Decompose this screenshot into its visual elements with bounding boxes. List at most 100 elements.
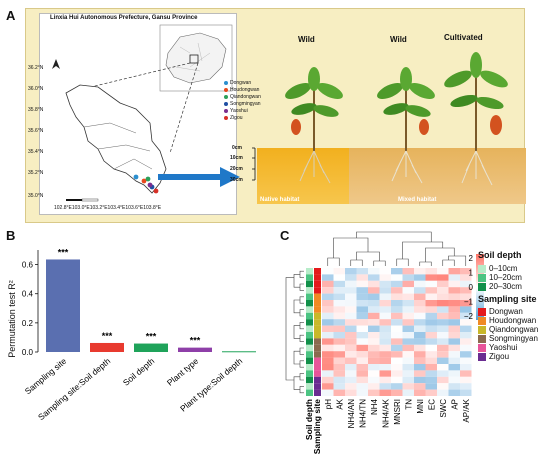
column-label: EC [427, 399, 436, 410]
heatmap-cell [345, 268, 357, 275]
heatmap-cell [460, 312, 472, 320]
dendrogram-branch [293, 376, 300, 390]
heatmap-cell [460, 383, 472, 390]
soil-depth-annotation [306, 332, 313, 339]
heatmap-cell [391, 293, 403, 300]
heatmap-cell [356, 389, 368, 396]
sampling-site-annotation [314, 274, 321, 281]
legend-swatch [478, 352, 486, 361]
heatmap-cell [460, 325, 472, 332]
dendrogram-branch [327, 257, 340, 266]
heatmap-cell [448, 300, 460, 307]
dendrogram-branch [299, 386, 304, 394]
heatmap-cell [345, 319, 357, 326]
dendrogram-branch [396, 258, 409, 266]
heatmap-cell [437, 312, 449, 320]
heatmap-cell [402, 389, 414, 396]
column-label: AP/AK [462, 398, 471, 422]
heatmap-cell [460, 357, 472, 364]
legend-dot [224, 94, 228, 99]
column-label: AK [335, 398, 344, 409]
heatmap-cell [333, 319, 345, 326]
heatmap-cell [414, 383, 426, 390]
heatmap-cell [402, 300, 414, 307]
heatmap-cell [402, 383, 414, 390]
heatmap-cell [402, 287, 414, 294]
heatmap-cell [322, 300, 334, 307]
heatmap-cell [333, 306, 345, 313]
heatmap-cell [356, 274, 368, 281]
sampling-site-annotation [314, 325, 321, 332]
soil-depth-annotation [306, 338, 313, 345]
site-legend-item: Qiandongwan [224, 93, 261, 100]
column-label: pH [324, 399, 333, 409]
heatmap-cell [402, 344, 414, 352]
mixed-soil [349, 148, 526, 204]
legend-swatch [478, 343, 486, 352]
heatmap-cell [356, 306, 368, 313]
heatmap-cell [356, 293, 368, 300]
sampling-site-annotation [314, 357, 321, 364]
heatmap-cell [414, 293, 426, 300]
x-tick-label: Soil depth [121, 356, 157, 388]
heatmap-cell [368, 319, 380, 326]
site-legend-item: Yaoshui [224, 107, 261, 114]
county-lines [83, 122, 153, 170]
heatmap-cell [345, 383, 357, 390]
heatmap-cell [425, 376, 437, 384]
lat-tick: 36.0°N [28, 86, 44, 92]
soil-depth-annotation [306, 306, 313, 313]
sampling-site-annotation [314, 389, 321, 396]
depth-label: 20cm [230, 166, 243, 172]
heatmap-cell [333, 325, 345, 332]
heatmap-cell [356, 287, 368, 294]
sampling-site-annotation [314, 332, 321, 339]
soil-depth-annotation [306, 376, 313, 384]
heatmap-cell [437, 332, 449, 339]
column-label: NH4/AN [347, 399, 356, 429]
heatmap-cell [379, 383, 391, 390]
heatmap-cell [460, 319, 472, 326]
depth-label: 30cm [230, 177, 243, 183]
heatmap-cell [322, 338, 334, 345]
heatmap-cell [448, 287, 460, 294]
plant-label: Wild [390, 35, 407, 44]
legend-swatch [478, 325, 486, 334]
heatmap-cell [345, 376, 357, 384]
dendrogram-branch [299, 283, 304, 291]
heatmap-cell [425, 293, 437, 300]
heatmap-cell [437, 268, 449, 275]
heatmap-cell [460, 338, 472, 345]
heatmap-cell [333, 383, 345, 390]
sampling-site-annotation [314, 364, 321, 371]
heatmap-cell [345, 274, 357, 281]
heatmap-cell [402, 274, 414, 281]
heatmap-cell [448, 268, 460, 275]
heatmap-cell [322, 306, 334, 313]
dendrogram-branch [448, 255, 467, 266]
depth-legend-item: 10–20cm [478, 273, 522, 282]
heatmap-cell [414, 280, 426, 288]
prefecture-outline [65, 84, 167, 194]
heatmap-cell [448, 338, 460, 345]
heatmap-cell [402, 332, 414, 339]
china-outline [165, 32, 227, 84]
soil-depth-annotation [306, 370, 313, 377]
heatmap-cell [437, 306, 449, 313]
heatmap-cell [437, 325, 449, 332]
heatmap-cell [345, 344, 357, 352]
heatmap-cell [322, 376, 334, 384]
heatmap-cell [345, 364, 357, 371]
soil-depth-annotation [306, 312, 313, 320]
soil-depth-annotation [306, 364, 313, 371]
heatmap-cell [460, 376, 472, 384]
heatmap-cell [333, 376, 345, 384]
sampling-site-annotation [314, 383, 321, 390]
heatmap-cell [402, 268, 414, 275]
heatmap-cell [402, 280, 414, 288]
sampling-site-annotation [314, 293, 321, 300]
heatmap-cell [356, 280, 368, 288]
heatmap-cell [368, 293, 380, 300]
heatmap-cell [414, 389, 426, 396]
column-dendrogram [327, 231, 467, 266]
